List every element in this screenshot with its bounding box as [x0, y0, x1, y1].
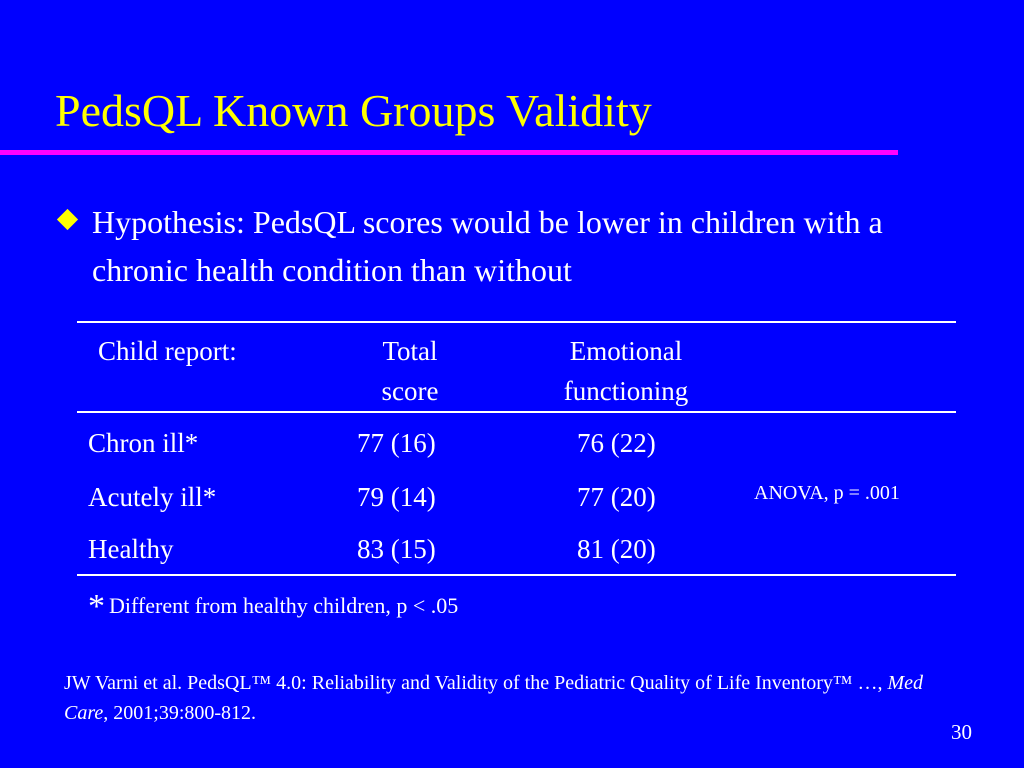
row-emotional: 81 (20)	[577, 534, 656, 564]
title-underline	[0, 150, 898, 155]
citation-journal: Med Care	[64, 672, 924, 724]
footnote: * Different from healthy children, p < .…	[88, 588, 458, 626]
footnote-marker: *	[88, 588, 105, 625]
slide-title: PedsQL Known Groups Validity	[55, 85, 652, 136]
row-label: Healthy	[88, 534, 174, 564]
row-emotional: 76 (22)	[577, 428, 656, 458]
row-label: Chron ill*	[88, 428, 199, 458]
table-bottom-rule	[77, 574, 956, 576]
header-emotional-line1: Emotional	[569, 336, 683, 366]
citation-details: , 2001;39:800-812.	[103, 702, 257, 724]
header-total-line1: Total	[382, 336, 438, 366]
row-total: 77 (16)	[357, 428, 436, 458]
hypothesis-bullet: Hypothesis: PedsQL scores would be lower…	[92, 204, 883, 288]
header-total-line2: score	[381, 376, 439, 406]
page-number: 30	[951, 720, 972, 744]
row-total: 79 (14)	[357, 482, 436, 512]
diamond-bullet-icon	[56, 208, 79, 231]
citation-text: JW Varni et al. PedsQL™ 4.0: Reliability…	[64, 672, 888, 694]
row-total: 83 (15)	[357, 534, 436, 564]
row-emotional: 77 (20)	[577, 482, 656, 512]
citation: JW Varni et al. PedsQL™ 4.0: Reliability…	[64, 668, 944, 728]
header-emotional-line2: functioning	[563, 376, 689, 406]
header-child-report: Child report:	[98, 336, 237, 366]
row-label: Acutely ill*	[88, 482, 217, 512]
table-header-rule	[77, 411, 956, 413]
footnote-text: Different from healthy children, p < .05	[109, 593, 459, 618]
table-top-rule	[77, 321, 956, 323]
anova-note: ANOVA, p = .001	[754, 482, 900, 504]
